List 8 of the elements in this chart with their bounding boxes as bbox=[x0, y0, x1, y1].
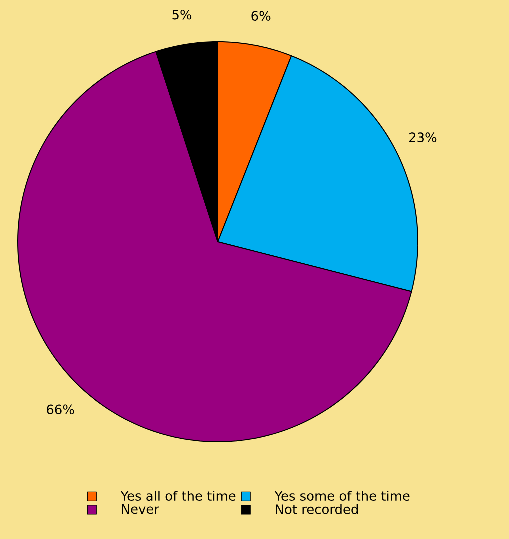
legend-label: Yes some of the time bbox=[274, 490, 410, 502]
data-label: 5% bbox=[172, 10, 192, 20]
data-label: 6% bbox=[252, 11, 271, 21]
data-label: 23% bbox=[410, 132, 437, 142]
legend-label: Yes all of the time bbox=[120, 490, 236, 502]
legend-label: Never bbox=[122, 504, 160, 514]
legend-label: Not recorded bbox=[276, 504, 358, 514]
data-label: 66% bbox=[47, 404, 74, 415]
